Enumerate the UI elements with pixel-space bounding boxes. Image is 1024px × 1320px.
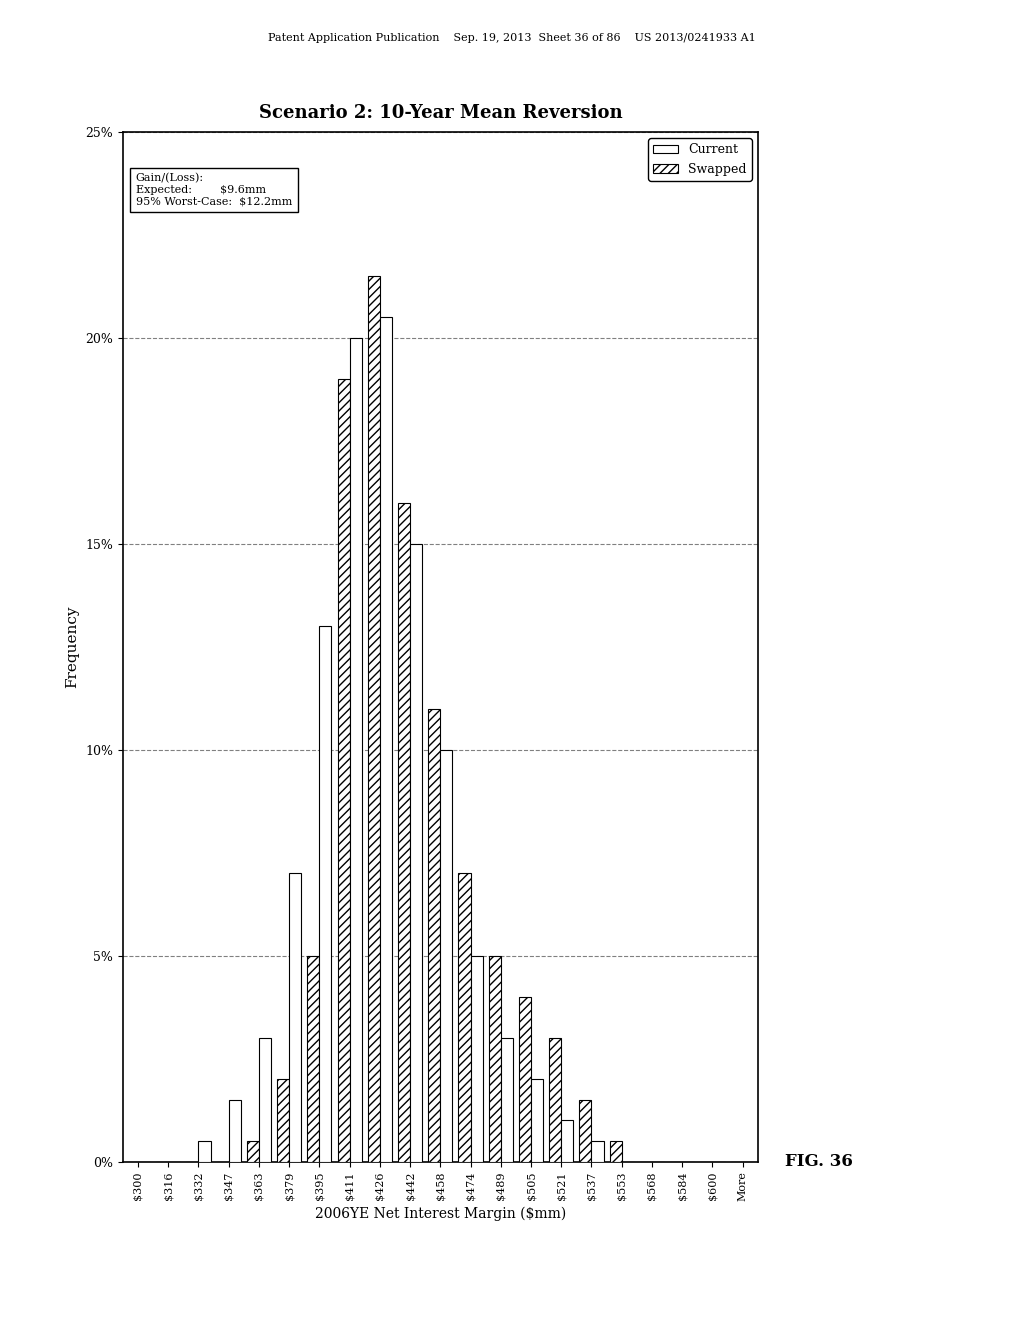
Text: FIG. 36: FIG. 36 — [785, 1154, 853, 1170]
Bar — [501, 1038, 513, 1162]
Bar — [368, 276, 380, 1162]
Bar — [259, 1038, 271, 1162]
Bar — [428, 709, 440, 1162]
Bar — [561, 1121, 573, 1162]
Bar — [247, 1140, 259, 1162]
X-axis label: 2006YE Net Interest Margin ($mm): 2006YE Net Interest Margin ($mm) — [314, 1206, 566, 1221]
Title: Scenario 2: 10-Year Mean Reversion: Scenario 2: 10-Year Mean Reversion — [258, 104, 623, 123]
Bar — [592, 1140, 603, 1162]
Bar — [440, 750, 453, 1162]
Bar — [488, 956, 501, 1162]
Legend: Current, Swapped: Current, Swapped — [648, 139, 752, 181]
Bar — [410, 544, 422, 1162]
Bar — [549, 1038, 561, 1162]
Bar — [199, 1140, 211, 1162]
Bar — [319, 626, 332, 1162]
Bar — [228, 1100, 241, 1162]
Y-axis label: Frequency: Frequency — [66, 606, 80, 688]
Bar — [519, 997, 531, 1162]
Bar — [609, 1140, 622, 1162]
Bar — [278, 1080, 289, 1162]
Bar — [289, 874, 301, 1162]
Bar — [471, 956, 482, 1162]
Text: Patent Application Publication    Sep. 19, 2013  Sheet 36 of 86    US 2013/02419: Patent Application Publication Sep. 19, … — [268, 33, 756, 44]
Bar — [531, 1080, 543, 1162]
Bar — [349, 338, 361, 1162]
Bar — [398, 503, 410, 1162]
Bar — [459, 874, 471, 1162]
Bar — [580, 1100, 592, 1162]
Bar — [380, 317, 392, 1162]
Bar — [307, 956, 319, 1162]
Bar — [338, 379, 349, 1162]
Text: Gain/(Loss):
Expected:        $9.6mm
95% Worst-Case:  $12.2mm: Gain/(Loss): Expected: $9.6mm 95% Worst-… — [135, 173, 292, 207]
